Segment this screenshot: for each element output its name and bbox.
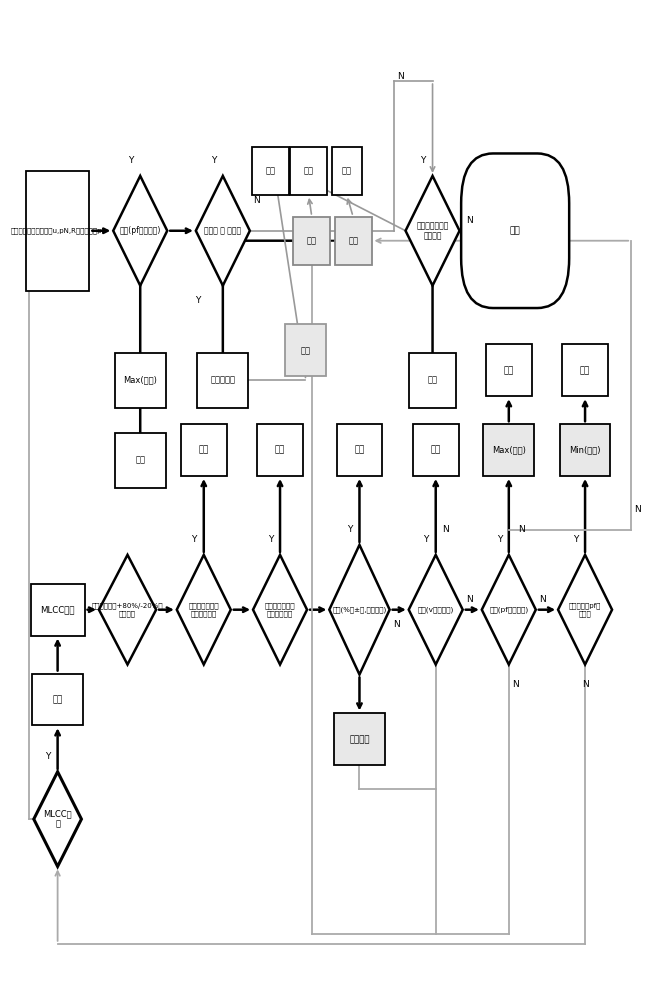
Polygon shape <box>177 555 231 665</box>
Text: 电压: 电压 <box>430 446 441 455</box>
FancyBboxPatch shape <box>32 674 83 725</box>
Text: 容值: 容值 <box>300 346 311 355</box>
Text: N: N <box>466 595 473 604</box>
Text: Y: Y <box>347 525 352 534</box>
Text: 无容值 或 无电压: 无容值 或 无电压 <box>204 226 241 235</box>
FancyBboxPatch shape <box>484 424 534 476</box>
Text: 电压: 电压 <box>304 166 314 175</box>
Polygon shape <box>409 555 463 665</box>
FancyBboxPatch shape <box>198 353 248 408</box>
Text: N: N <box>398 72 404 81</box>
Text: 电压(v前的数值): 电压(v前的数值) <box>417 606 454 613</box>
Text: 统一单位: 统一单位 <box>349 735 370 744</box>
FancyBboxPatch shape <box>335 217 372 265</box>
Polygon shape <box>34 772 81 866</box>
FancyBboxPatch shape <box>290 147 327 195</box>
FancyBboxPatch shape <box>560 424 610 476</box>
Text: 精度: 精度 <box>580 366 590 375</box>
Polygon shape <box>253 555 307 665</box>
Text: N: N <box>393 620 400 629</box>
Text: N: N <box>442 525 448 534</box>
Text: Max(数值): Max(数值) <box>124 376 157 385</box>
Text: Y: Y <box>128 156 133 165</box>
Text: Y: Y <box>46 752 51 761</box>
Text: MLCC电容: MLCC电容 <box>40 605 75 614</box>
Text: 容值(pf前的数字): 容值(pf前的数字) <box>489 606 528 613</box>
Text: Min(数值): Min(数值) <box>569 446 601 455</box>
Text: 是否含有用户可
能输入的材质: 是否含有用户可 能输入的材质 <box>188 603 219 617</box>
FancyBboxPatch shape <box>334 713 385 765</box>
Text: 是否含有表示精
度的字母: 是否含有表示精 度的字母 <box>417 221 448 240</box>
Text: 容值: 容值 <box>504 366 514 375</box>
Text: N: N <box>518 525 525 534</box>
Text: 精度: 精度 <box>342 166 352 175</box>
FancyBboxPatch shape <box>293 217 330 265</box>
Text: 材质: 材质 <box>199 446 209 455</box>
Text: Y: Y <box>497 535 502 544</box>
FancyBboxPatch shape <box>26 171 90 291</box>
Text: Y: Y <box>211 156 216 165</box>
Text: N: N <box>634 505 641 514</box>
Text: 精度(%或±后,判断精度): 精度(%或±后,判断精度) <box>332 606 387 613</box>
FancyBboxPatch shape <box>562 344 608 396</box>
Polygon shape <box>99 555 156 665</box>
Text: N: N <box>582 680 588 689</box>
Text: Y: Y <box>424 535 429 544</box>
FancyBboxPatch shape <box>285 324 326 376</box>
Polygon shape <box>330 545 389 675</box>
Text: Y: Y <box>421 156 426 165</box>
Text: Y: Y <box>192 535 197 544</box>
Text: 结束: 结束 <box>510 226 521 235</box>
Text: N: N <box>512 680 519 689</box>
Text: 品类: 品类 <box>53 695 63 704</box>
FancyBboxPatch shape <box>115 353 166 408</box>
FancyBboxPatch shape <box>409 353 456 408</box>
Text: 容值(pf前的数字): 容值(pf前的数字) <box>120 226 161 235</box>
Text: Y: Y <box>268 535 273 544</box>
Text: 精度: 精度 <box>354 446 365 455</box>
FancyBboxPatch shape <box>413 424 459 476</box>
FancyBboxPatch shape <box>31 584 84 636</box>
FancyBboxPatch shape <box>257 424 303 476</box>
Text: N: N <box>466 216 473 225</box>
Text: Max(数值): Max(数值) <box>492 446 526 455</box>
Text: Y: Y <box>195 296 200 305</box>
Text: 容值: 容值 <box>265 166 276 175</box>
FancyBboxPatch shape <box>252 147 289 195</box>
FancyBboxPatch shape <box>332 147 362 195</box>
Polygon shape <box>113 176 167 286</box>
Text: N: N <box>253 196 259 205</box>
FancyBboxPatch shape <box>115 433 166 488</box>
Text: 统一电容的特殊单位，u,pN,R等，转换成pf: 统一电容的特殊单位，u,pN,R等，转换成pf <box>10 227 105 234</box>
FancyBboxPatch shape <box>181 424 227 476</box>
Text: 容值: 容值 <box>135 456 145 465</box>
FancyBboxPatch shape <box>461 153 569 308</box>
Text: 电压: 电压 <box>307 236 317 245</box>
Polygon shape <box>482 555 536 665</box>
Text: N: N <box>539 595 546 604</box>
Polygon shape <box>406 176 460 286</box>
Text: 科学计数法: 科学计数法 <box>211 376 235 385</box>
Text: MLCC电
容: MLCC电 容 <box>44 810 72 828</box>
Text: 封装: 封装 <box>275 446 285 455</box>
FancyBboxPatch shape <box>486 344 532 396</box>
Text: 精度: 精度 <box>348 236 358 245</box>
Polygon shape <box>196 176 250 286</box>
Text: 且包含两个pf前
的数值: 且包含两个pf前 的数值 <box>569 603 601 617</box>
Text: 统一可能出现+80%/-20%的
精度形式: 统一可能出现+80%/-20%的 精度形式 <box>92 603 163 617</box>
Text: 精度: 精度 <box>428 376 437 385</box>
FancyBboxPatch shape <box>337 424 382 476</box>
Text: Y: Y <box>573 535 578 544</box>
Polygon shape <box>558 555 612 665</box>
Text: 是否含有用户可
能输入的封装: 是否含有用户可 能输入的封装 <box>265 603 295 617</box>
